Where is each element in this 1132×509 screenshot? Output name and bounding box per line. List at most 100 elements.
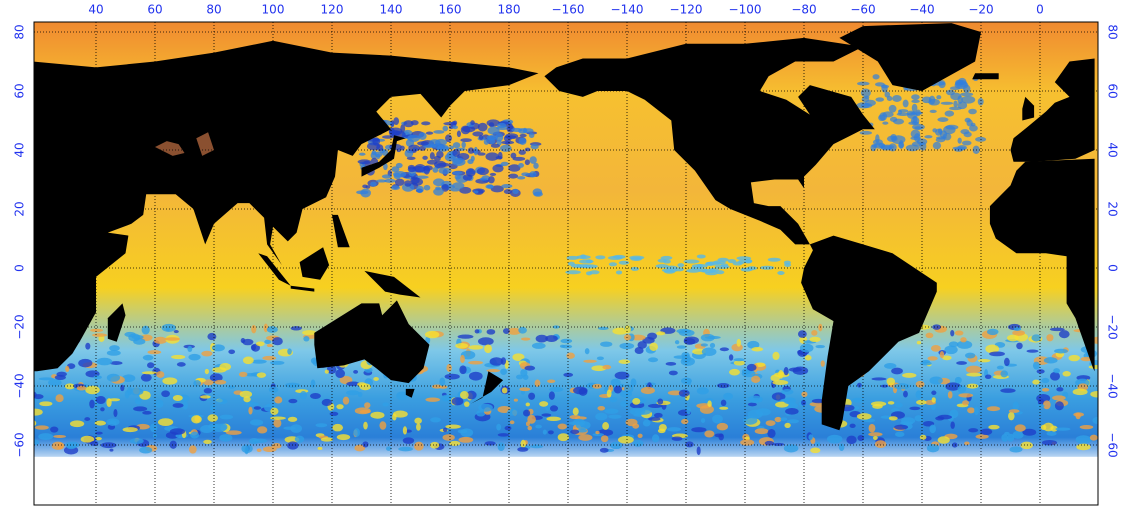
anomaly-patch <box>477 122 488 132</box>
anomaly-patch <box>716 422 729 431</box>
anomaly-patch <box>1056 387 1064 392</box>
anomaly-patch <box>964 352 976 359</box>
anomaly-patch <box>92 333 108 337</box>
anomaly-patch <box>527 414 536 424</box>
anomaly-patch <box>1032 361 1040 370</box>
anomaly-patch <box>671 436 683 441</box>
anomaly-patch <box>500 144 512 152</box>
anomaly-patch <box>423 165 430 175</box>
anomaly-patch <box>57 442 64 450</box>
anomaly-patch <box>336 434 351 441</box>
anomaly-patch <box>492 164 504 173</box>
anomaly-patch <box>1022 428 1037 436</box>
anomaly-patch <box>570 429 580 435</box>
anomaly-patch <box>84 417 91 421</box>
top-label: −80 <box>791 3 816 17</box>
anomaly-patch <box>507 408 518 416</box>
map-frame <box>33 21 1099 506</box>
anomaly-patch <box>287 416 298 422</box>
anomaly-patch <box>657 428 666 434</box>
anomaly-patch <box>528 132 535 138</box>
anomaly-patch <box>433 178 445 187</box>
anomaly-patch <box>728 354 734 361</box>
anomaly-patch <box>80 435 95 443</box>
anomaly-patch <box>382 402 389 407</box>
anomaly-patch <box>193 380 202 387</box>
anomaly-patch <box>120 384 125 392</box>
anomaly-patch <box>109 361 123 365</box>
anomaly-patch <box>539 401 549 407</box>
anomaly-patch <box>599 447 609 453</box>
anomaly-patch <box>256 372 267 378</box>
anomaly-patch <box>381 149 389 156</box>
anomaly-patch <box>534 379 541 387</box>
anomaly-patch <box>878 114 886 122</box>
anomaly-patch <box>561 344 573 349</box>
anomaly-patch <box>1058 330 1070 339</box>
anomaly-patch <box>356 190 369 195</box>
anomaly-patch <box>1016 342 1023 350</box>
anomaly-patch <box>497 442 505 452</box>
anomaly-patch <box>909 406 921 411</box>
anomaly-patch <box>1080 356 1093 362</box>
anomaly-patch <box>342 396 350 405</box>
anomaly-patch <box>937 128 943 134</box>
anomaly-patch <box>783 397 796 405</box>
anomaly-patch <box>977 98 984 106</box>
anomaly-patch <box>203 388 213 394</box>
anomaly-patch <box>657 398 664 405</box>
anomaly-patch <box>106 350 121 356</box>
anomaly-patch <box>811 330 818 336</box>
anomaly-patch <box>346 390 360 396</box>
anomaly-patch <box>960 337 967 343</box>
anomaly-patch <box>880 384 889 388</box>
top-label: 60 <box>147 3 162 17</box>
anomaly-patch <box>662 259 671 264</box>
anomaly-patch <box>524 365 536 371</box>
anomaly-patch <box>404 180 412 187</box>
anomaly-patch <box>432 167 439 173</box>
anomaly-patch <box>1009 446 1023 453</box>
landmass <box>972 73 999 80</box>
anomaly-patch <box>668 370 678 376</box>
anomaly-patch <box>445 424 461 429</box>
anomaly-patch <box>696 254 706 259</box>
anomaly-patch <box>967 407 975 414</box>
anomaly-patch <box>34 408 43 416</box>
anomaly-patch <box>820 360 825 367</box>
anomaly-patch <box>687 378 692 386</box>
anomaly-patch <box>468 371 483 381</box>
anomaly-patch <box>744 259 753 264</box>
anomaly-patch <box>986 406 1001 412</box>
anomaly-patch <box>624 325 631 334</box>
anomaly-patch <box>503 189 513 195</box>
anomaly-patch <box>142 410 152 415</box>
anomaly-patch <box>527 425 532 431</box>
left-label: 40 <box>13 142 27 157</box>
anomaly-patch <box>452 157 466 167</box>
anomaly-patch <box>502 328 510 334</box>
anomaly-patch <box>520 368 528 377</box>
anomaly-patch <box>718 433 724 441</box>
anomaly-patch <box>690 266 702 271</box>
anomaly-patch <box>48 378 62 387</box>
anomaly-patch <box>965 365 982 374</box>
anomaly-patch <box>926 443 940 453</box>
top-label: −120 <box>670 3 703 17</box>
anomaly-patch <box>915 390 922 399</box>
anomaly-patch <box>530 144 539 150</box>
anomaly-patch <box>524 147 531 152</box>
anomaly-patch <box>410 176 420 184</box>
anomaly-patch <box>576 255 591 260</box>
anomaly-patch <box>815 441 821 447</box>
anomaly-patch <box>630 378 637 387</box>
anomaly-patch <box>557 423 568 430</box>
anomaly-patch <box>467 147 475 154</box>
right-label: 20 <box>1106 201 1120 216</box>
anomaly-patch <box>597 406 606 411</box>
anomaly-patch <box>162 377 178 385</box>
anomaly-patch <box>204 368 210 375</box>
anomaly-patch <box>957 385 967 394</box>
anomaly-patch <box>875 134 880 144</box>
